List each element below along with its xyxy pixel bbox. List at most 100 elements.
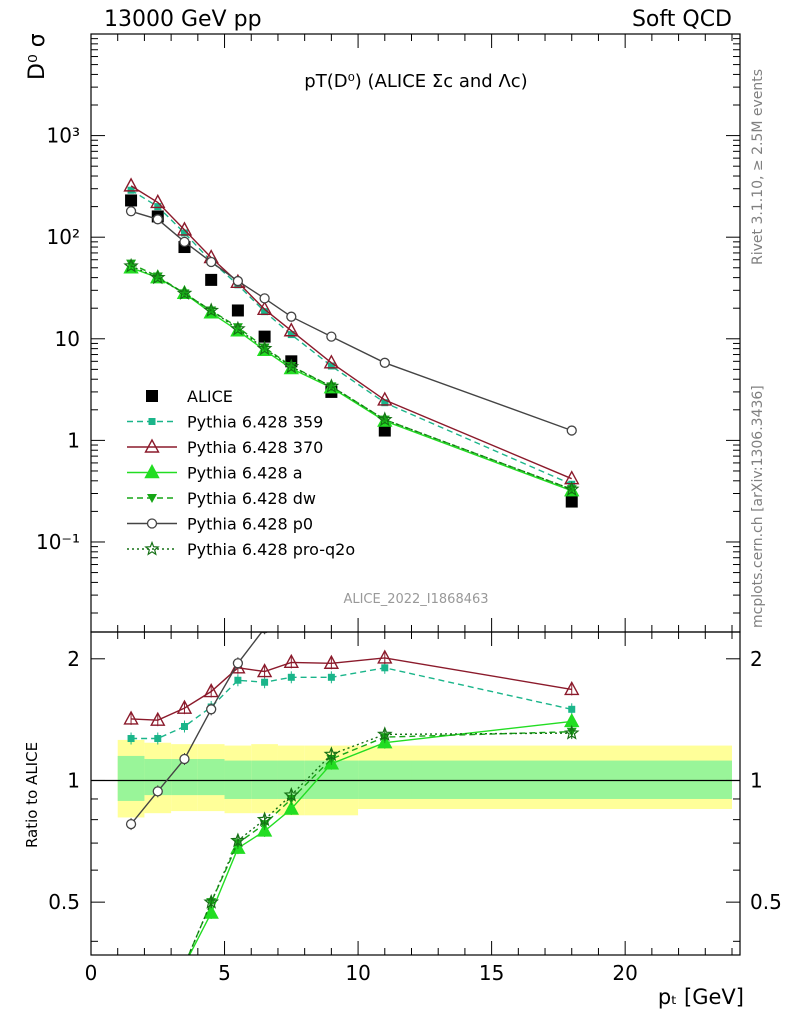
ratio-point <box>283 786 300 802</box>
data-point <box>203 302 220 318</box>
data-point <box>381 399 389 407</box>
ratio-point <box>180 723 188 731</box>
ratio-y-tick-label: 1 <box>67 768 80 792</box>
ratio-point <box>568 705 576 713</box>
data-point <box>205 273 218 286</box>
uncertainty-bands <box>117 739 732 818</box>
data-point <box>126 259 137 269</box>
data-point <box>180 229 188 237</box>
legend-marker <box>146 518 158 529</box>
ratio-series-pythia-6-428-pro-q2o <box>152 724 580 1024</box>
legend-item-pythia-6-428-a: Pythia 6.428 a <box>127 464 303 483</box>
ratio-point <box>179 961 189 970</box>
series-line <box>130 189 572 485</box>
ratio-point <box>230 832 246 848</box>
legend-item-pythia-6-428-pro-q2o: Pythia 6.428 pro-q2o <box>127 540 355 559</box>
x-axis-label: pₜ [GeV] <box>658 985 744 1009</box>
data-point <box>377 391 393 406</box>
ratio-point <box>176 699 193 714</box>
data-point <box>327 362 335 370</box>
ratio-point <box>125 818 137 830</box>
data-point <box>206 256 217 268</box>
ratio-point <box>327 673 335 681</box>
data-point <box>123 257 139 273</box>
ratio-point <box>127 735 135 743</box>
ratio-point <box>377 649 393 664</box>
band-inner <box>197 759 225 796</box>
ratio-point <box>152 1017 164 1024</box>
ratio-y-tick-label: 2 <box>67 647 80 671</box>
ratio-point <box>261 678 269 686</box>
x-tick-label: 10 <box>345 961 370 985</box>
data-point <box>125 206 137 217</box>
legend-marker <box>144 438 160 453</box>
data-point <box>231 304 244 317</box>
data-point <box>150 193 166 209</box>
ratio-series-pythia-6-428-370 <box>123 649 580 727</box>
legend-item-pythia-6-428-359: Pythia 6.428 359 <box>127 413 323 432</box>
ratio-point <box>178 958 190 970</box>
data-point <box>152 272 163 282</box>
data-point <box>283 358 300 374</box>
ratio-point <box>152 786 163 797</box>
ratio-point <box>381 664 389 672</box>
data-point <box>232 323 243 333</box>
data-point <box>125 194 138 207</box>
data-point <box>176 285 193 300</box>
main-data <box>123 177 580 508</box>
ratio-point <box>123 710 139 725</box>
data-point <box>287 331 295 339</box>
x-tick-label: 20 <box>612 961 637 985</box>
ratio-point <box>256 663 273 678</box>
ratio-point <box>179 753 190 765</box>
data-point <box>256 340 273 356</box>
data-point <box>377 411 393 427</box>
data-point <box>123 177 139 192</box>
legend-marker <box>146 390 158 402</box>
data-point <box>323 378 340 393</box>
data-point <box>154 203 162 211</box>
band-inner <box>171 759 198 796</box>
ratio-point <box>154 735 162 743</box>
ratio-point <box>153 1013 163 1022</box>
legend-label: Pythia 6.428 370 <box>187 438 323 457</box>
ratio-point <box>203 893 220 909</box>
ratio-frame <box>90 631 741 956</box>
series-line <box>130 185 572 480</box>
x-tick-label: 5 <box>218 961 231 985</box>
y-tick-label: 10 <box>55 327 80 351</box>
series-line <box>130 210 572 432</box>
series-line <box>130 265 572 490</box>
main-panel: 10⁻¹ 1 10 10² 10³ <box>36 33 741 633</box>
ratio-point <box>203 683 219 698</box>
ratio-y-tick-label-right: 0.5 <box>750 890 782 914</box>
ratio-panel: 0 5 10 15 20 0.5 0.5 1 1 2 2 <box>48 631 782 1024</box>
ratio-point <box>256 811 273 827</box>
data-point <box>230 320 246 336</box>
data-point <box>259 293 270 304</box>
ratio-point <box>234 676 242 684</box>
main-ylabel: D⁰ σ <box>25 33 50 80</box>
series-pythia-6-428-370 <box>123 177 580 485</box>
ratio-point <box>203 904 219 919</box>
data-point <box>261 308 269 316</box>
header-right: Soft QCD <box>631 7 732 32</box>
ratio-y-tick-label-right: 1 <box>750 768 763 792</box>
ratio-line <box>188 720 572 955</box>
legend-label: Pythia 6.428 359 <box>187 413 323 432</box>
ratio-point <box>564 724 580 740</box>
ratio-point <box>564 680 580 696</box>
ratio-point <box>564 712 580 728</box>
data-point <box>150 269 166 285</box>
ratio-point <box>178 958 191 970</box>
legend-marker <box>144 540 160 556</box>
ratio-point <box>283 653 299 669</box>
data-point <box>565 495 578 508</box>
y-tick-label: 10² <box>47 225 80 249</box>
data-point <box>232 275 244 287</box>
data-point <box>379 357 390 368</box>
ratio-line <box>131 667 572 740</box>
data-point <box>176 221 193 236</box>
legend-label: Pythia 6.428 dw <box>187 489 316 508</box>
